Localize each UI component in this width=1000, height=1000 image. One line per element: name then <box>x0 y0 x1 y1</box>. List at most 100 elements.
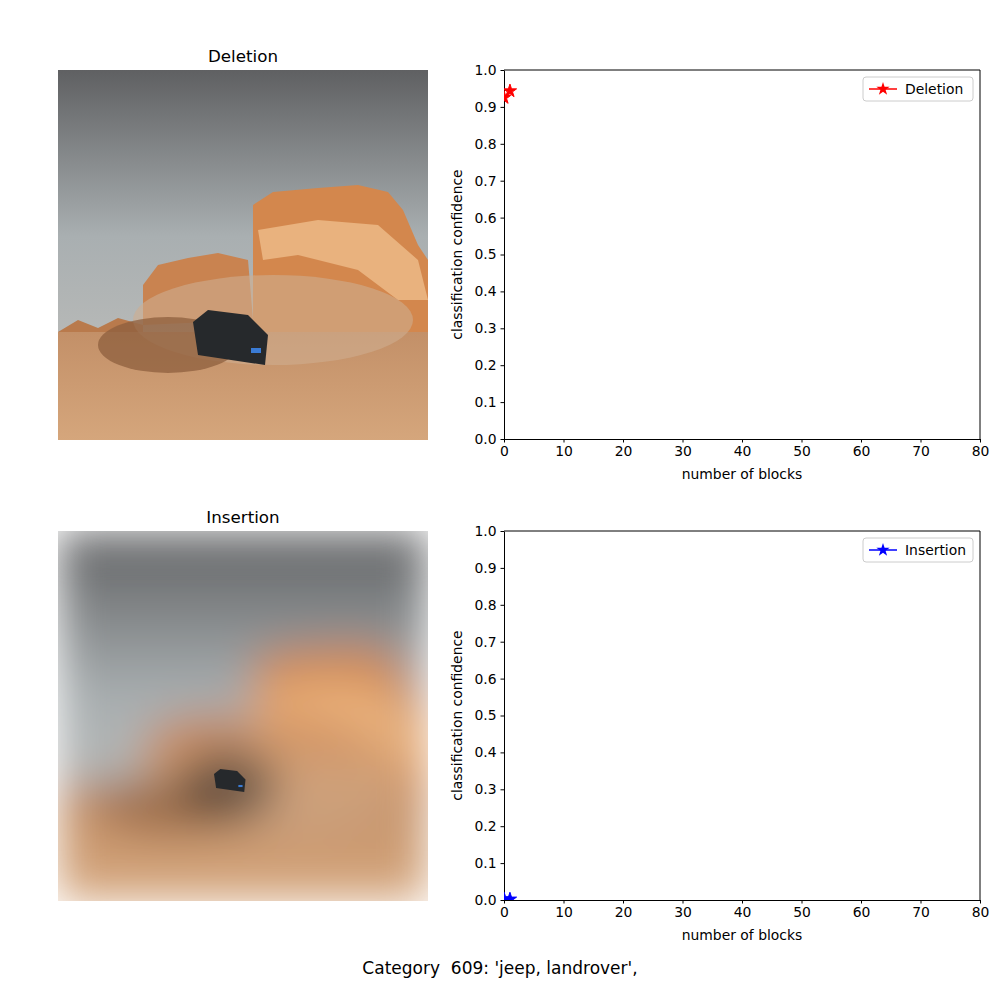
y-tick: 0.6 <box>474 671 504 687</box>
x-tick: 70 <box>912 439 930 459</box>
x-tick-mark <box>504 439 505 443</box>
y-tick: 0.7 <box>474 173 504 189</box>
chart: 010203040506070800.00.10.20.30.40.50.60.… <box>449 62 989 482</box>
y-tick-label: 0.3 <box>474 781 496 797</box>
y-tick-label: 0.2 <box>474 818 496 834</box>
y-tick-label: 0.9 <box>474 560 496 576</box>
x-tick-label: 40 <box>734 904 752 920</box>
x-tick-mark <box>623 900 624 904</box>
data-point <box>504 892 517 900</box>
x-tick: 60 <box>853 900 871 920</box>
x-tick-label: 20 <box>615 904 633 920</box>
y-tick-mark <box>501 789 505 790</box>
x-tick-mark <box>623 439 624 443</box>
right-spine <box>980 531 981 900</box>
x-tick: 30 <box>674 900 692 920</box>
legend: Insertion <box>863 538 973 562</box>
y-tick-mark <box>501 605 505 606</box>
y-tick-label: 0.7 <box>474 173 496 189</box>
image-title: Insertion <box>206 507 279 527</box>
y-tick-mark <box>501 402 505 403</box>
legend-marker <box>876 543 889 556</box>
top-spine <box>504 70 980 71</box>
x-tick: 20 <box>615 900 633 920</box>
y-tick: 0.9 <box>474 560 504 576</box>
y-tick: 0.4 <box>474 283 504 299</box>
x-tick-label: 70 <box>912 443 930 459</box>
y-tick-label: 0.8 <box>474 597 496 613</box>
x-tick: 50 <box>793 900 811 920</box>
x-axis-title: number of blocks <box>682 927 803 943</box>
y-tick-mark <box>501 439 505 440</box>
y-axis-line <box>504 532 505 901</box>
y-tick-label: 0.9 <box>474 99 496 115</box>
x-tick-label: 10 <box>555 904 573 920</box>
y-tick: 0.9 <box>474 99 504 115</box>
plate <box>251 348 261 353</box>
y-axis-title: classification confidence <box>449 169 465 339</box>
vehicle <box>214 769 246 792</box>
x-tick: 80 <box>972 439 990 459</box>
x-tick-mark <box>980 900 981 904</box>
figure-caption: Category 609: 'jeep, landrover', <box>362 958 637 978</box>
y-axis-line <box>504 71 505 440</box>
x-tick: 60 <box>853 439 871 459</box>
data-point <box>504 84 517 97</box>
y-tick-mark <box>501 144 505 145</box>
x-tick: 50 <box>793 439 811 459</box>
x-tick-mark <box>742 439 743 443</box>
x-tick-mark <box>980 439 981 443</box>
vehicle <box>193 310 268 365</box>
blurred-scene <box>58 531 428 901</box>
y-tick-mark <box>501 568 505 569</box>
sky <box>58 70 428 440</box>
plot-area <box>504 84 517 103</box>
x-tick-mark <box>504 900 505 904</box>
dark-blur <box>178 748 278 824</box>
y-tick-label: 0.0 <box>474 431 496 447</box>
y-tick-mark <box>501 70 505 71</box>
x-tick: 10 <box>555 439 573 459</box>
y-tick-mark <box>501 863 505 864</box>
x-tick-mark <box>683 900 684 904</box>
y-tick-label: 0.3 <box>474 320 496 336</box>
top-spine <box>504 531 980 532</box>
y-tick-label: 1.0 <box>474 62 496 78</box>
y-tick: 0.5 <box>474 707 504 723</box>
x-axis-title: number of blocks <box>682 466 803 482</box>
x-tick-label: 10 <box>555 443 573 459</box>
y-tick: 0.0 <box>474 431 504 447</box>
y-tick-label: 1.0 <box>474 523 496 539</box>
x-tick: 30 <box>674 439 692 459</box>
x-tick-label: 0 <box>500 443 509 459</box>
plot-background <box>504 70 980 439</box>
x-tick-label: 60 <box>853 443 871 459</box>
legend-label: Insertion <box>905 542 966 558</box>
x-tick-label: 80 <box>972 904 990 920</box>
y-tick: 0.6 <box>474 210 504 226</box>
legend: Deletion <box>863 77 973 101</box>
x-tick: 80 <box>972 900 990 920</box>
x-axis: 01020304050607080 <box>500 900 989 920</box>
y-tick-mark <box>501 826 505 827</box>
y-tick-mark <box>501 900 505 901</box>
x-tick-label: 60 <box>853 904 871 920</box>
x-tick: 20 <box>615 439 633 459</box>
y-tick-mark <box>501 181 505 182</box>
right-spine <box>980 70 981 439</box>
y-tick: 0.3 <box>474 781 504 797</box>
x-tick-label: 30 <box>674 443 692 459</box>
y-tick: 0.8 <box>474 136 504 152</box>
x-tick: 40 <box>734 900 752 920</box>
y-tick-label: 0.0 <box>474 892 496 908</box>
x-tick-label: 80 <box>972 443 990 459</box>
x-tick-mark <box>861 900 862 904</box>
y-tick-mark <box>501 531 505 532</box>
y-tick-mark <box>501 107 505 108</box>
y-tick: 0.0 <box>474 892 504 908</box>
y-axis-title: classification confidence <box>449 630 465 800</box>
y-tick-label: 0.8 <box>474 136 496 152</box>
x-tick: 70 <box>912 900 930 920</box>
y-tick-mark <box>501 255 505 256</box>
plot-area <box>504 892 517 900</box>
